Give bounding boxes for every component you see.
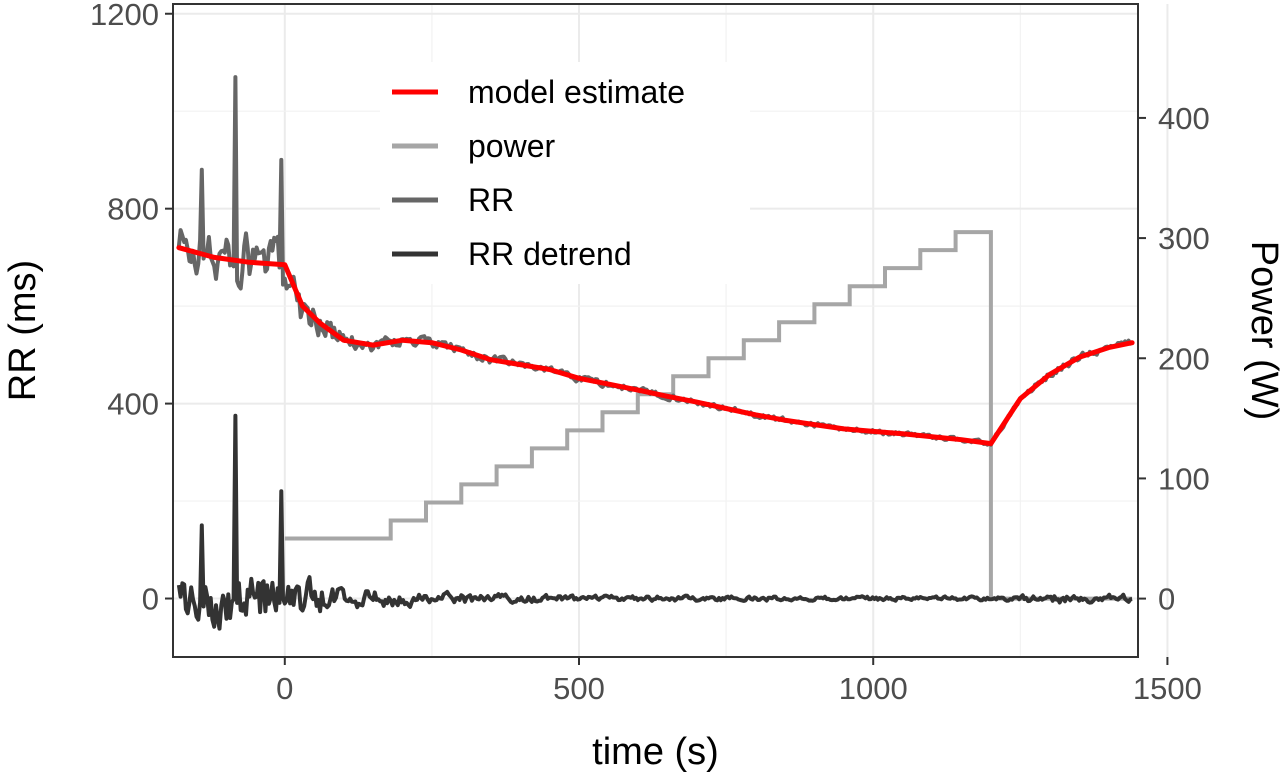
series-layer <box>176 75 1135 631</box>
y-left-tick-label: 800 <box>107 192 159 227</box>
legend-label: power <box>468 128 556 164</box>
x-axis-title: time (s) <box>592 731 719 773</box>
x-tick-label: 1000 <box>839 671 908 706</box>
y-left-tick-label: 1200 <box>90 0 159 32</box>
y-left-tick-label: 400 <box>107 387 159 422</box>
x-tick-label: 500 <box>553 671 605 706</box>
legend-background <box>380 62 750 284</box>
legend: model estimate power RR RR detrend <box>380 62 750 284</box>
x-tick-label: 1500 <box>1133 671 1202 706</box>
power-series-line <box>284 230 1133 601</box>
panel-border <box>172 3 1139 658</box>
legend-label: RR detrend <box>468 236 632 272</box>
y-right-tick-label: 100 <box>1158 461 1210 496</box>
y-right-tick-label: 200 <box>1158 341 1210 376</box>
y-left-tick-label: 0 <box>142 582 159 617</box>
legend-label: RR <box>468 182 514 218</box>
x-tick-label: 0 <box>276 671 293 706</box>
legend-label: model estimate <box>468 74 685 110</box>
model-estimate-series-line <box>176 245 1135 447</box>
y-left-axis-title: RR (ms) <box>2 260 44 401</box>
y-right-axis-title: Power (W) <box>1243 241 1280 420</box>
rr-detrend-series-line <box>176 413 1133 631</box>
axes: 0 500 1000 1500 0 400 800 1200 0 100 200 300 400 <box>90 0 1210 706</box>
y-right-tick-label: 0 <box>1158 582 1175 617</box>
y-right-tick-label: 400 <box>1158 101 1210 136</box>
y-right-tick-label: 300 <box>1158 221 1210 256</box>
